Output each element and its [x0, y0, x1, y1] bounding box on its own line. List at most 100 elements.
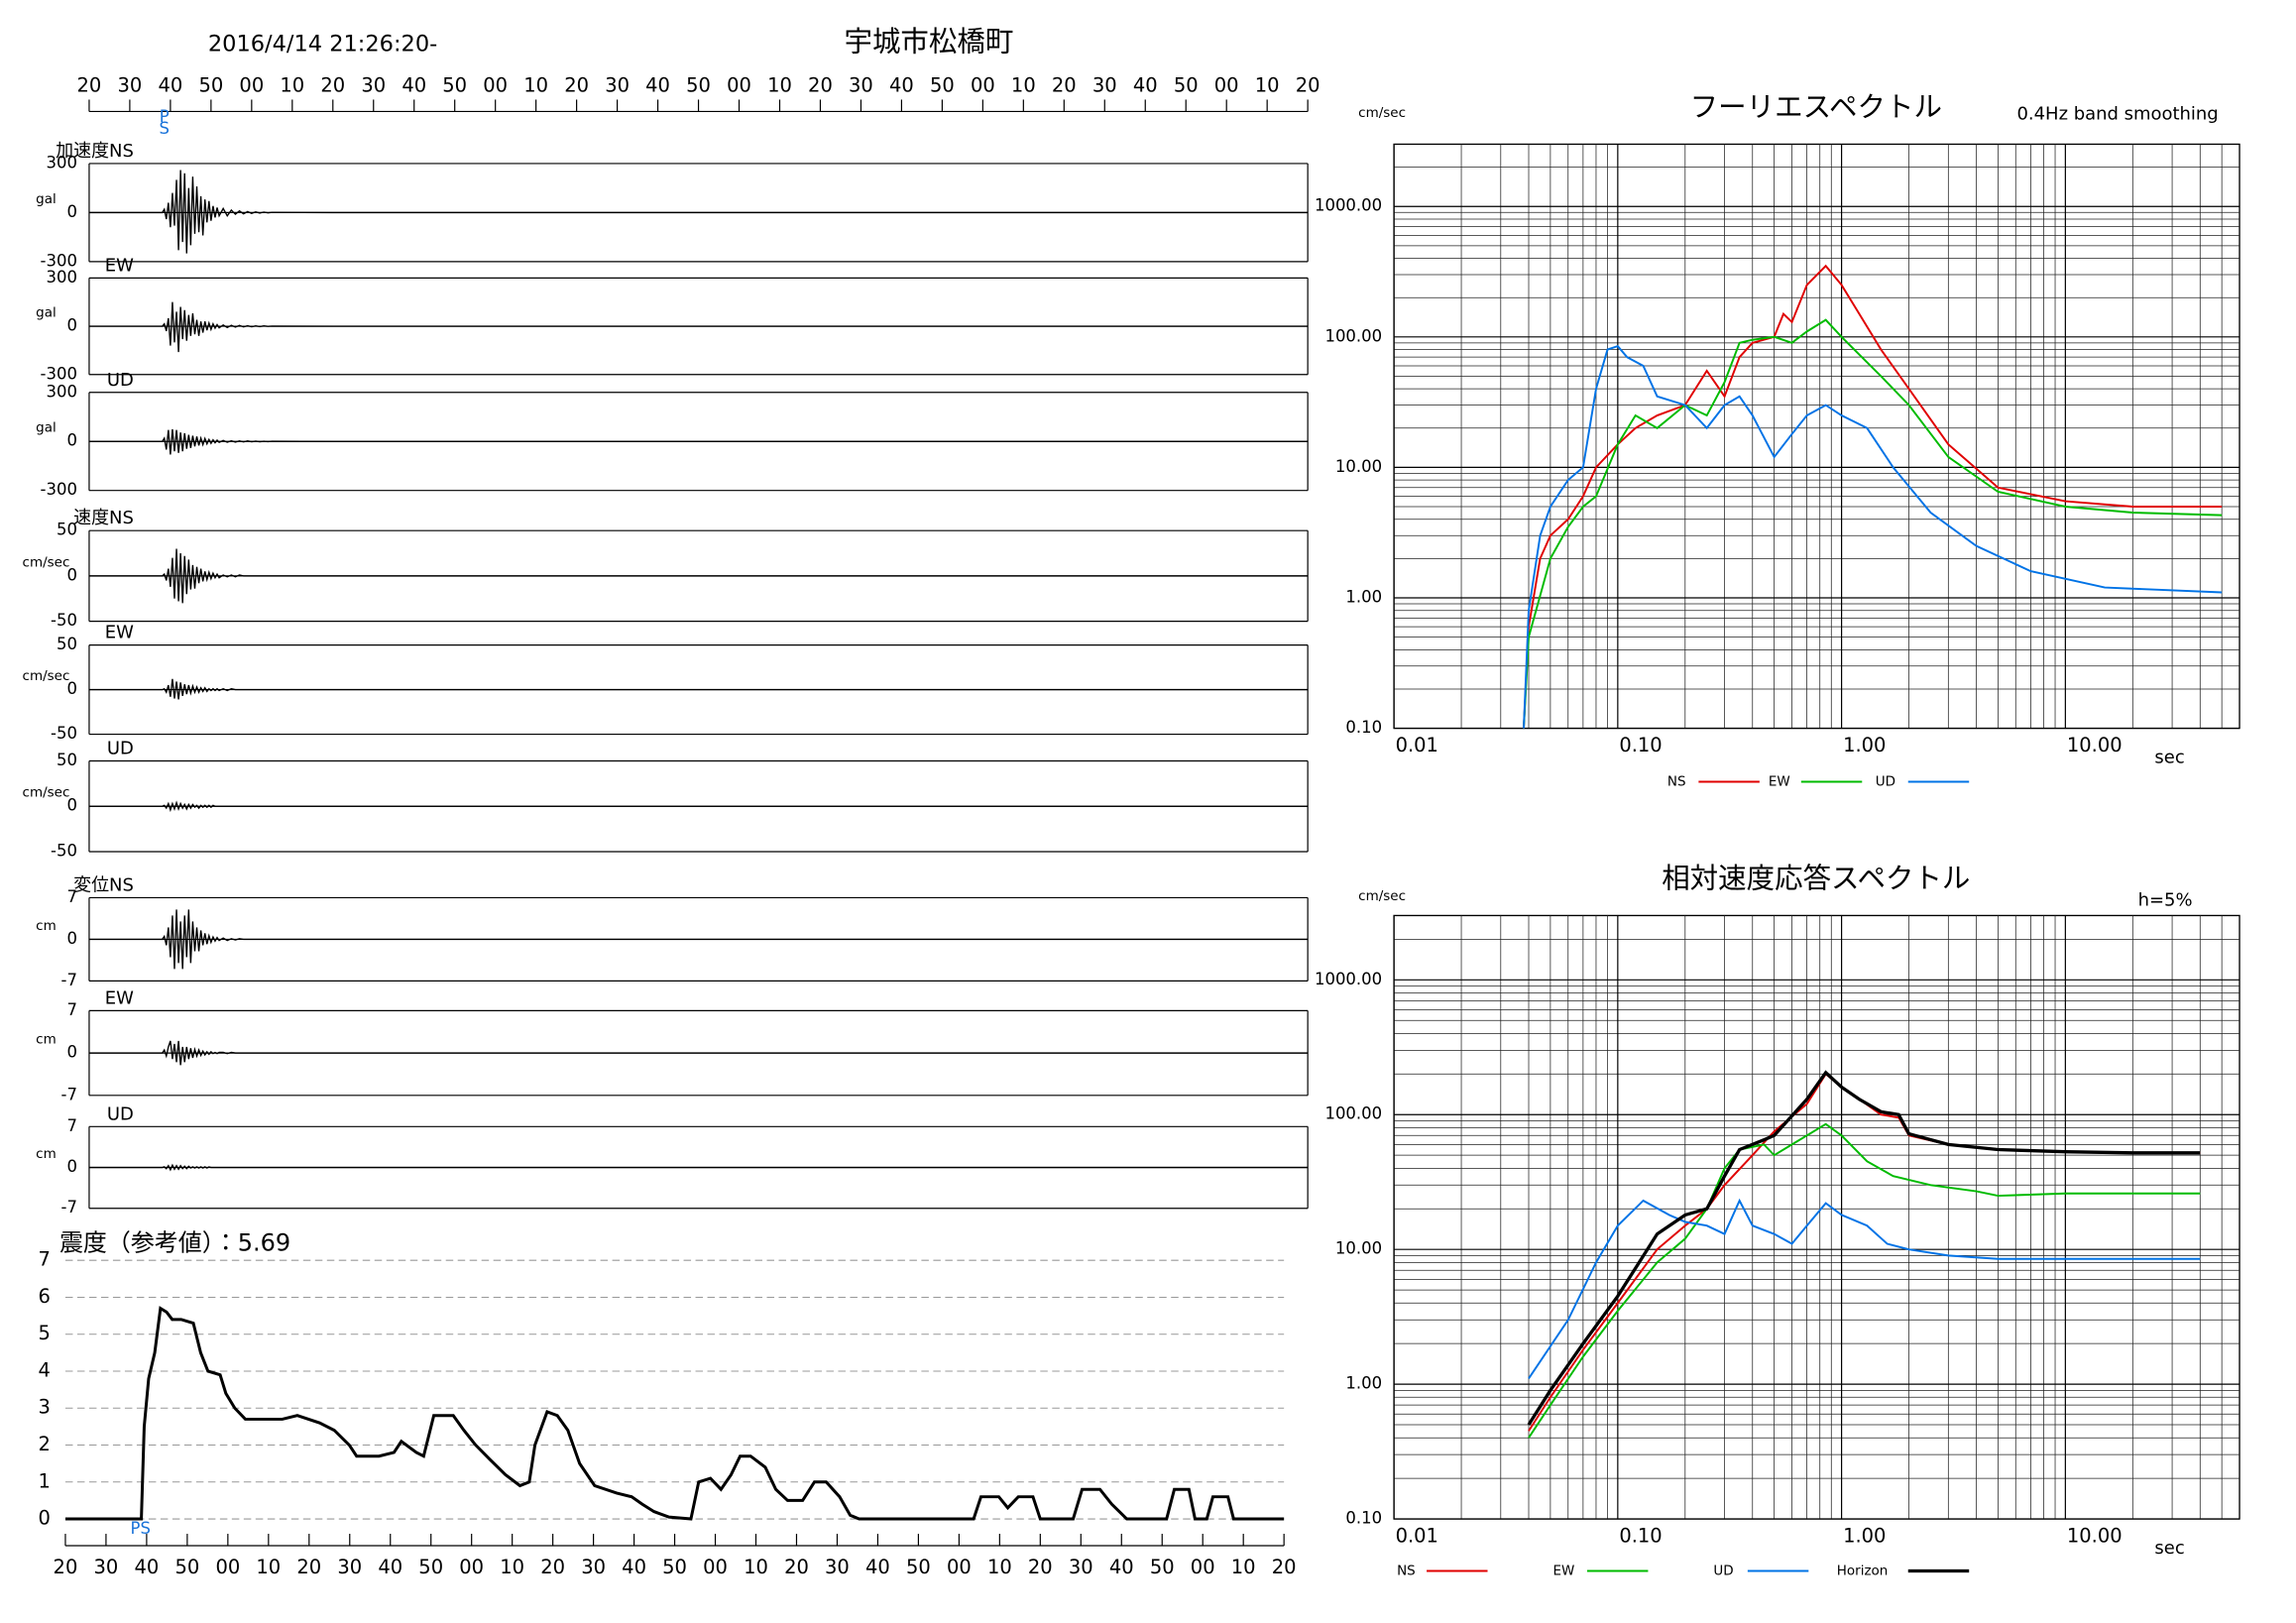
x-tick-label: 20 [1296, 73, 1320, 96]
y-tick-label: 300 [47, 382, 77, 401]
legend-label: EW [1769, 774, 1790, 790]
x-tick-label: 1.00 [1843, 1525, 1886, 1548]
x-tick-label: 20 [808, 73, 833, 96]
x-tick-label: 10.00 [2067, 734, 2123, 756]
legend-label: UD [1876, 774, 1895, 790]
x-axis-label: sec [2154, 748, 2184, 768]
y-tick-label: 1000.00 [1315, 196, 1382, 215]
x-tick-label: 50 [686, 73, 711, 96]
x-tick-label: 00 [1191, 1556, 1215, 1578]
y-tick-label: 7 [66, 1116, 76, 1135]
x-tick-label: 10 [280, 73, 304, 96]
x-tick-label: 50 [418, 1556, 443, 1578]
y-tick-label: -300 [41, 480, 77, 499]
x-tick-label: 1.00 [1843, 734, 1886, 756]
panel-label: UD [107, 370, 134, 391]
x-tick-label: 10 [1255, 73, 1280, 96]
unit-label: cm [36, 1032, 57, 1048]
unit-label: cm/sec [23, 668, 70, 684]
unit-label: cm [36, 918, 57, 934]
y-tick-label: -7 [61, 971, 77, 989]
x-tick-label: 0.10 [1619, 1525, 1662, 1548]
waveform-line [88, 301, 1309, 353]
y-tick-label: 0 [66, 929, 76, 948]
y-tick-label: 100.00 [1324, 326, 1382, 345]
y-tick-label: 7 [66, 1000, 76, 1019]
y-tick-label: 1.00 [1345, 587, 1382, 606]
x-tick-label: 10 [1011, 73, 1036, 96]
x-tick-label: 10 [1231, 1556, 1256, 1578]
y-tick-label: 50 [57, 521, 77, 539]
x-tick-label: 0.10 [1619, 734, 1662, 756]
y-tick-label: 100.00 [1324, 1104, 1382, 1123]
legend-label: NS [1667, 774, 1686, 790]
chart-title: フーリエスペクトル [1690, 90, 1942, 123]
x-tick-label: 10 [523, 73, 548, 96]
x-tick-label: 40 [622, 1556, 646, 1578]
x-tick-label: 20 [1052, 73, 1077, 96]
x-tick-label: 20 [784, 1556, 809, 1578]
x-tick-label: 10 [987, 1556, 1012, 1578]
x-tick-label: 0.01 [1396, 734, 1438, 756]
y-tick-label: 0.10 [1345, 1509, 1382, 1528]
y-tick-label: 1 [39, 1469, 51, 1492]
datetime: 2016/4/14 21:26:20- [208, 32, 437, 58]
chart-title: 相対速度応答スペクトル [1662, 862, 1970, 894]
legend-label: Horizon [1837, 1564, 1889, 1579]
y-tick-label: 1000.00 [1315, 970, 1382, 988]
unit-label: gal [36, 191, 57, 207]
y-tick-label: -300 [41, 364, 77, 383]
x-tick-label: 10 [744, 1556, 768, 1578]
x-tick-label: 50 [174, 1556, 199, 1578]
waveform-line [88, 1040, 1309, 1066]
y-tick-label: 0.10 [1345, 718, 1382, 737]
y-tick-label: 0 [66, 796, 76, 815]
panel-label: UD [107, 739, 134, 759]
y-tick-label: 4 [39, 1358, 51, 1381]
x-tick-label: 10 [256, 1556, 281, 1578]
y-tick-label: 0 [66, 1043, 76, 1062]
x-tick-label: 00 [215, 1556, 240, 1578]
unit-label: gal [36, 305, 57, 321]
unit-label: cm [36, 1146, 57, 1162]
x-tick-label: 40 [378, 1556, 402, 1578]
station: 宇城市松橋町 [844, 26, 1013, 58]
y-axis-label: cm/sec [1358, 105, 1406, 121]
x-tick-label: 40 [402, 73, 426, 96]
x-tick-label: 20 [1272, 1556, 1297, 1578]
x-tick-label: 40 [1109, 1556, 1134, 1578]
intensity-title: 震度（参考値）：5.69 [59, 1229, 290, 1257]
x-tick-label: 20 [1028, 1556, 1053, 1578]
x-tick-label: 30 [1069, 1556, 1093, 1578]
y-tick-label: -300 [41, 251, 77, 270]
waveform-line [88, 428, 1309, 455]
x-tick-label: 30 [581, 1556, 606, 1578]
panel-label: UD [107, 1103, 134, 1124]
panel-label: EW [105, 987, 134, 1008]
x-tick-label: 40 [645, 73, 670, 96]
x-tick-label: 30 [849, 73, 873, 96]
intensity-line [64, 1306, 1285, 1521]
spectrum-line [1523, 344, 2223, 729]
x-tick-label: 30 [94, 1556, 119, 1578]
x-tick-label: 30 [825, 1556, 850, 1578]
y-tick-label: 0 [66, 679, 76, 698]
x-tick-label: 20 [296, 1556, 321, 1578]
legend-label: EW [1552, 1564, 1574, 1579]
waveform-line [88, 548, 1309, 604]
unit-label: cm/sec [23, 554, 70, 570]
waveform-line [88, 170, 1309, 254]
x-tick-label: 00 [459, 1556, 484, 1578]
x-tick-label: 50 [442, 73, 467, 96]
x-tick-label: 20 [564, 73, 589, 96]
spectrum-line [1528, 1198, 2201, 1380]
x-tick-label: 00 [483, 73, 508, 96]
phase-marker: PS [131, 1519, 151, 1538]
y-tick-label: 7 [66, 887, 76, 906]
y-tick-label: -50 [51, 724, 77, 743]
y-tick-label: -50 [51, 611, 77, 630]
y-tick-label: 2 [39, 1433, 51, 1455]
x-tick-label: 00 [727, 73, 751, 96]
x-tick-label: 30 [337, 1556, 362, 1578]
y-tick-label: 0 [66, 565, 76, 584]
